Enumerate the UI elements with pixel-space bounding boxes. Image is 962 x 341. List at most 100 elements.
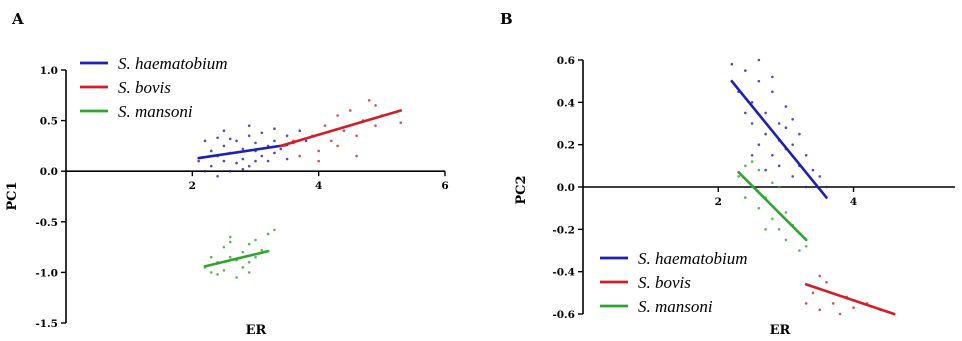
series-bovis — [279, 99, 403, 163]
data-point — [235, 276, 238, 279]
data-point — [744, 164, 747, 168]
data-point — [254, 255, 257, 259]
data-point — [273, 127, 276, 130]
data-point — [241, 157, 245, 161]
data-point — [222, 144, 226, 148]
y-axis-title: PC1 — [5, 181, 20, 210]
data-point — [784, 238, 788, 242]
data-point — [197, 159, 200, 163]
data-point — [260, 131, 264, 135]
data-point — [811, 291, 815, 295]
data-point — [247, 164, 251, 168]
data-point — [228, 255, 232, 259]
data-point — [216, 136, 219, 140]
data-point — [222, 269, 226, 272]
x-tick-label: 2 — [189, 180, 196, 192]
data-point — [254, 238, 257, 242]
data-point — [209, 164, 213, 168]
data-point — [254, 141, 257, 145]
chart-panel-A: A 1.0 0.5 0.0 -0.5 -1.0 -1.5 2 4 6 PC1 ER S. haemato… — [5, 10, 449, 338]
y-tick-label: 1.0 — [40, 65, 58, 77]
data-point — [838, 312, 842, 316]
data-point — [222, 129, 226, 133]
data-point — [330, 139, 333, 143]
data-point — [209, 271, 213, 274]
data-point — [791, 175, 794, 178]
data-point — [222, 159, 226, 163]
data-point — [273, 151, 276, 155]
data-point — [804, 302, 808, 305]
data-point — [757, 58, 761, 62]
data-point — [266, 232, 270, 236]
x-tick-label: 4 — [850, 196, 857, 208]
data-point — [750, 160, 754, 163]
data-point — [260, 154, 264, 158]
y-tick-label: 0.6 — [557, 55, 575, 67]
data-point — [750, 122, 754, 125]
data-point — [777, 185, 781, 189]
data-point — [818, 175, 822, 178]
y-tick-label: 0.0 — [40, 166, 58, 178]
y-tick-label: -1.0 — [35, 267, 58, 279]
data-point — [818, 308, 822, 312]
data-point — [777, 122, 781, 125]
data-point — [771, 217, 774, 221]
data-point — [831, 302, 835, 305]
series-haematobium — [730, 58, 828, 199]
data-point — [804, 244, 808, 248]
x-tick-label: 4 — [315, 180, 322, 192]
legend: S. haematobium S. bovis S. mansoni — [600, 249, 748, 316]
data-point — [336, 144, 339, 148]
data-point — [757, 206, 761, 210]
data-point — [216, 273, 219, 276]
data-point — [203, 139, 207, 143]
data-point — [273, 139, 276, 143]
data-point — [203, 169, 207, 173]
legend-label: S. bovis — [118, 78, 171, 97]
data-point — [273, 228, 276, 232]
y-tick-label: -0.6 — [552, 309, 575, 321]
x-axis-title: ER — [246, 323, 267, 338]
data-point — [228, 137, 232, 141]
data-point — [804, 153, 808, 157]
data-point — [771, 153, 774, 157]
data-point — [757, 168, 761, 172]
data-point — [374, 104, 377, 107]
data-point — [750, 101, 754, 104]
data-point — [348, 109, 352, 112]
legend-label: S. mansoni — [638, 297, 713, 316]
data-point — [216, 174, 219, 178]
data-point — [744, 196, 747, 199]
data-point — [323, 124, 327, 127]
data-point — [757, 79, 761, 83]
y-tick-label: -0.2 — [552, 224, 575, 236]
data-point — [798, 132, 801, 136]
x-axis-title: ER — [770, 323, 791, 338]
data-point — [355, 134, 358, 138]
fit-line — [737, 170, 808, 242]
data-point — [798, 249, 801, 252]
y-tick-label: 0.4 — [557, 97, 575, 109]
fit-line — [804, 283, 896, 316]
series-bovis — [804, 274, 896, 316]
legend-label: S. mansoni — [118, 102, 193, 121]
data-point — [777, 228, 781, 231]
data-point — [744, 69, 747, 72]
data-point — [279, 147, 283, 151]
data-point — [241, 250, 245, 254]
legend-label: S. haematobium — [638, 249, 748, 268]
data-point — [228, 235, 232, 239]
y-tick-label: -0.5 — [35, 217, 58, 229]
data-point — [247, 134, 251, 138]
data-point — [764, 132, 767, 136]
data-point — [399, 121, 403, 124]
data-point — [209, 149, 213, 153]
data-point — [818, 274, 822, 278]
data-point — [811, 168, 815, 172]
data-point — [304, 139, 308, 143]
data-point — [298, 129, 302, 133]
data-point — [367, 99, 371, 102]
panel-label: A — [11, 10, 24, 28]
y-tick-label: -1.5 — [35, 318, 58, 330]
